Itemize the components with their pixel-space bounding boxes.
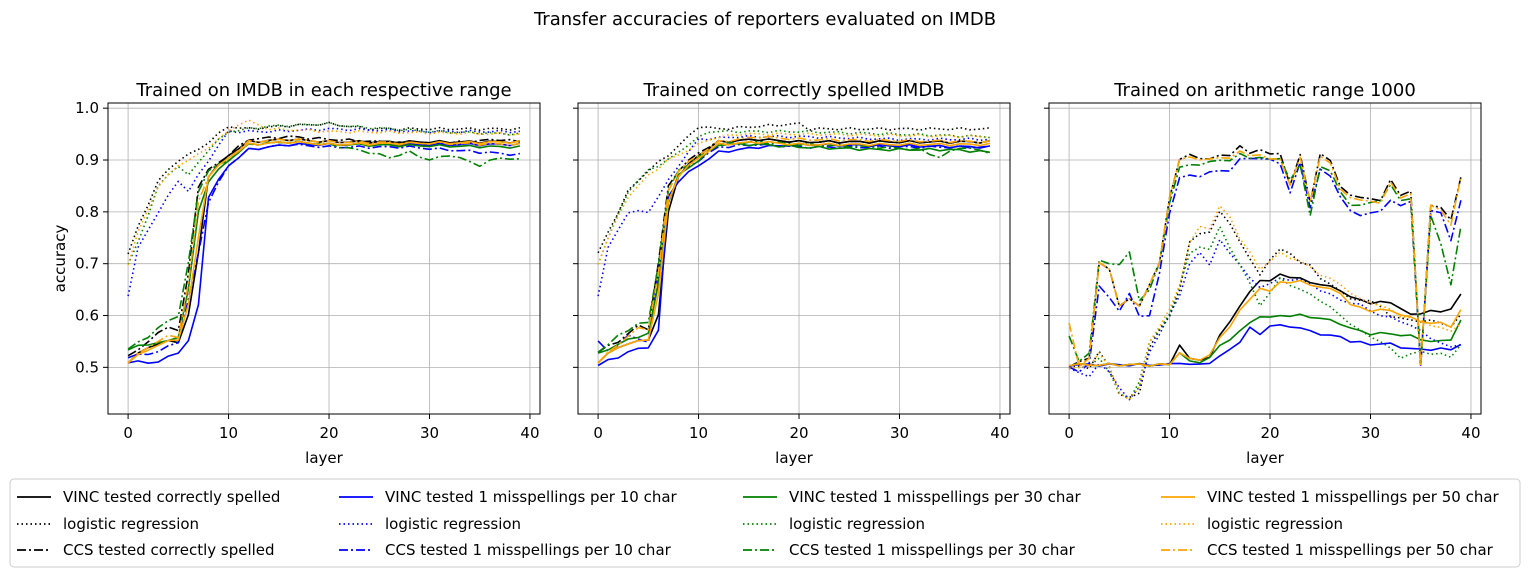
series-line-ccs_m30 bbox=[1068, 152, 1462, 365]
x-tick-label: 40 bbox=[520, 424, 539, 442]
y-tick-label: 0.5 bbox=[75, 358, 99, 376]
chart-panel-left: 0 10 20 30 40 0.5 0.6 0.7 0.8 0.9 1.0 Trained on IM… bbox=[51, 80, 541, 467]
axes-frame bbox=[577, 102, 1011, 415]
x-axis-label: layer bbox=[775, 449, 813, 467]
legend-label: CCS tested 1 misspellings per 10 char bbox=[385, 541, 672, 559]
series-line-lr_correct bbox=[597, 122, 991, 254]
series-line-vinc_m50 bbox=[1068, 279, 1462, 367]
series-line-lr_m30 bbox=[127, 121, 521, 265]
series-line-vinc_correct bbox=[1068, 273, 1462, 367]
series-line-lr_m50 bbox=[127, 119, 520, 266]
y-tick-label: 0.9 bbox=[75, 151, 99, 169]
y-tick-label: 1.0 bbox=[75, 99, 99, 117]
series-line-ccs_correct bbox=[597, 138, 991, 354]
x-tick-label: 0 bbox=[1064, 424, 1074, 442]
x-tick-label: 10 bbox=[689, 424, 708, 442]
legend-label: VINC tested 1 misspellings per 10 char bbox=[385, 488, 678, 506]
figure-suptitle: Transfer accuracies of reporters evaluat… bbox=[533, 9, 996, 30]
legend-label: logistic regression bbox=[1207, 515, 1343, 533]
series-line-ccs_correct bbox=[1068, 145, 1462, 368]
series-line-lr_m10 bbox=[1068, 238, 1462, 401]
series-line-lr_m30 bbox=[1069, 225, 1462, 401]
series-line-lr_m30 bbox=[597, 129, 990, 265]
series-line-vinc_m10 bbox=[1068, 323, 1462, 367]
series-line-vinc_m10 bbox=[597, 142, 991, 367]
series-line-vinc_correct bbox=[597, 138, 991, 364]
legend-label: VINC tested 1 misspellings per 30 char bbox=[789, 488, 1082, 506]
series-line-lr_m10 bbox=[597, 134, 991, 297]
panel-title: Trained on arithmetic range 1000 bbox=[1113, 80, 1416, 101]
chart-panel-middle: 0 10 20 30 40 Trained on correctly spelled IM… bbox=[573, 80, 1011, 467]
series-line-lr_correct bbox=[1068, 210, 1462, 399]
series-line-lr_m50 bbox=[597, 132, 990, 265]
legend-label: CCS tested 1 misspellings per 50 char bbox=[1207, 541, 1494, 559]
x-axis-label: layer bbox=[1246, 449, 1284, 467]
y-tick-label: 0.6 bbox=[75, 307, 99, 325]
x-tick-label: 40 bbox=[1461, 424, 1480, 442]
series-line-vinc_m30 bbox=[597, 142, 991, 354]
legend-label: VINC tested 1 misspellings per 50 char bbox=[1207, 488, 1500, 506]
chart-panel-right: 0 10 20 30 40 Trained on arithmetic range 100… bbox=[1044, 80, 1482, 467]
legend-label: CCS tested 1 misspellings per 30 char bbox=[789, 541, 1076, 559]
legend-box bbox=[9, 478, 1521, 568]
legend: VINC tested correctly spelled VINC tested… bbox=[9, 478, 1521, 568]
legend-label: logistic regression bbox=[789, 515, 925, 533]
legend-label: VINC tested correctly spelled bbox=[63, 488, 280, 506]
x-tick-label: 0 bbox=[123, 424, 133, 442]
series-line-vinc_m50 bbox=[597, 140, 991, 364]
x-axis-label: layer bbox=[305, 449, 343, 467]
x-tick-label: 30 bbox=[890, 424, 909, 442]
series-line-ccs_m50 bbox=[597, 135, 991, 364]
series-line-ccs_correct bbox=[127, 135, 521, 357]
x-tick-label: 20 bbox=[1260, 424, 1279, 442]
series-line-ccs_m10 bbox=[127, 143, 521, 359]
series-line-lr_m10 bbox=[127, 127, 521, 297]
x-tick-label: 20 bbox=[319, 424, 338, 442]
legend-label: logistic regression bbox=[63, 515, 199, 533]
x-tick-label: 40 bbox=[990, 424, 1009, 442]
x-tick-label: 10 bbox=[219, 424, 238, 442]
series-line-ccs_m50 bbox=[127, 138, 521, 364]
series-line-vinc_m50 bbox=[127, 139, 521, 364]
x-tick-label: 20 bbox=[789, 424, 808, 442]
y-tick-label: 0.8 bbox=[75, 203, 99, 221]
x-tick-label: 30 bbox=[1361, 424, 1380, 442]
axes-frame bbox=[1048, 102, 1482, 415]
series-line-ccs_m50 bbox=[1068, 150, 1462, 368]
axes-frame bbox=[107, 102, 541, 415]
x-tick-label: 0 bbox=[593, 424, 603, 442]
panel-title: Trained on IMDB in each respective range bbox=[135, 80, 511, 101]
x-tick-label: 30 bbox=[420, 424, 439, 442]
x-tick-label: 10 bbox=[1160, 424, 1179, 442]
series-line-lr_m50 bbox=[1069, 205, 1462, 401]
legend-label: CCS tested correctly spelled bbox=[63, 541, 275, 559]
panel-title: Trained on correctly spelled IMDB bbox=[642, 80, 944, 101]
series-line-vinc_m10 bbox=[127, 142, 521, 365]
legend-label: logistic regression bbox=[385, 515, 521, 533]
y-tick-label: 0.7 bbox=[75, 255, 99, 273]
y-axis-label: accuracy bbox=[51, 225, 69, 293]
